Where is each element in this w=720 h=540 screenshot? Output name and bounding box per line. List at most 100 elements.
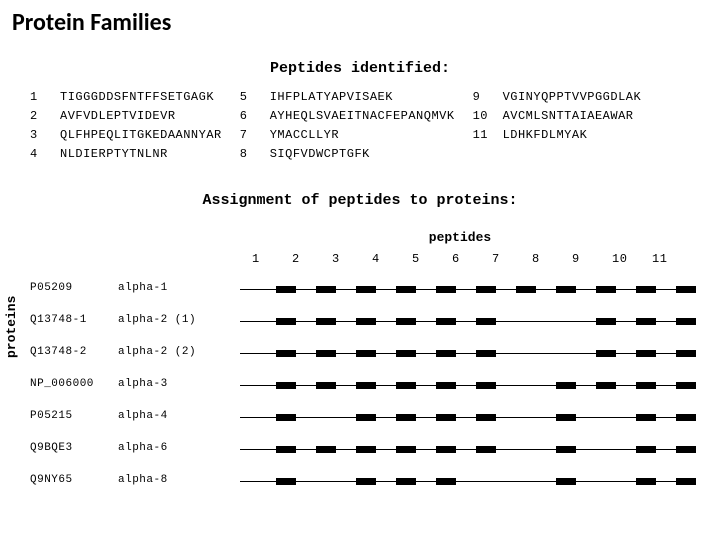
presence-marker — [676, 382, 696, 389]
peptide-sequence: TIGGGDDSFNTFFSETGAGK — [60, 88, 240, 107]
protein-line — [240, 353, 690, 354]
presence-marker — [356, 286, 376, 293]
presence-marker — [556, 286, 576, 293]
peptide-number: 11 — [473, 126, 503, 145]
presence-marker — [436, 478, 456, 485]
presence-marker — [276, 382, 296, 389]
protein-name: alpha-6 — [118, 442, 218, 454]
peptide-sequence: QLFHPEQLITGKEDAANNYAR — [60, 126, 240, 145]
presence-marker — [596, 286, 616, 293]
presence-marker — [436, 446, 456, 453]
column-number: 9 — [572, 252, 580, 266]
presence-marker — [636, 350, 656, 357]
presence-marker — [316, 318, 336, 325]
protein-row: P05209 alpha-1 — [30, 282, 700, 298]
peptide-number: 2 — [30, 107, 60, 126]
peptide-sequence: AVFVDLEPTVIDEVR — [60, 107, 240, 126]
presence-marker — [636, 286, 656, 293]
column-number: 6 — [452, 252, 460, 266]
presence-marker — [276, 350, 296, 357]
protein-name: alpha-2 (2) — [118, 346, 218, 358]
presence-marker — [676, 318, 696, 325]
presence-marker — [356, 318, 376, 325]
presence-marker — [476, 350, 496, 357]
presence-marker — [276, 286, 296, 293]
protein-name: alpha-4 — [118, 410, 218, 422]
peptide-number: 7 — [240, 126, 270, 145]
y-axis-label: proteins — [4, 296, 19, 358]
presence-marker — [676, 286, 696, 293]
peptide-sequence: YMACCLLYR — [270, 126, 473, 145]
protein-id: NP_006000 — [30, 378, 105, 390]
presence-marker — [556, 446, 576, 453]
protein-id: Q13748-1 — [30, 314, 105, 326]
peptide-number: 5 — [240, 88, 270, 107]
peptide-list-row: 2 AVFVDLEPTVIDEVR 6 AYHEQLSVAEITNACFEPAN… — [30, 107, 659, 126]
presence-marker — [356, 446, 376, 453]
protein-line — [240, 417, 690, 418]
presence-marker — [596, 382, 616, 389]
protein-row: Q9BQE3 alpha-6 — [30, 442, 700, 458]
presence-marker — [676, 446, 696, 453]
protein-id: P05215 — [30, 410, 105, 422]
protein-id: P05209 — [30, 282, 105, 294]
peptide-list-row: 1 TIGGGDDSFNTFFSETGAGK 5 IHFPLATYAPVISAE… — [30, 88, 659, 107]
presence-marker — [396, 350, 416, 357]
column-number: 8 — [532, 252, 540, 266]
presence-marker — [636, 478, 656, 485]
protein-name: alpha-8 — [118, 474, 218, 486]
presence-marker — [636, 414, 656, 421]
protein-name: alpha-3 — [118, 378, 218, 390]
presence-marker — [436, 382, 456, 389]
presence-marker — [636, 382, 656, 389]
peptide-list-row: 3 QLFHPEQLITGKEDAANNYAR 7 YMACCLLYR 11 L… — [30, 126, 659, 145]
peptide-number: 8 — [240, 145, 270, 164]
presence-marker — [596, 350, 616, 357]
presence-marker — [556, 414, 576, 421]
protein-name: alpha-2 (1) — [118, 314, 218, 326]
page-title: Protein Families — [12, 8, 171, 37]
protein-row: Q13748-2alpha-2 (2) — [30, 346, 700, 362]
peptide-sequence: NLDIERPTYTNLNR — [60, 145, 240, 164]
column-number: 10 — [612, 252, 627, 266]
presence-marker — [316, 350, 336, 357]
presence-marker — [316, 382, 336, 389]
presence-marker — [356, 382, 376, 389]
protein-line — [240, 321, 690, 322]
presence-marker — [596, 318, 616, 325]
presence-marker — [436, 414, 456, 421]
presence-marker — [396, 478, 416, 485]
column-number: 11 — [652, 252, 667, 266]
column-number: 2 — [292, 252, 300, 266]
presence-marker — [436, 286, 456, 293]
protein-row: NP_006000 alpha-3 — [30, 378, 700, 394]
protein-name: alpha-1 — [118, 282, 218, 294]
presence-marker — [396, 414, 416, 421]
presence-marker — [316, 446, 336, 453]
presence-marker — [476, 318, 496, 325]
peptide-number: 10 — [473, 107, 503, 126]
peptide-sequence: LDHKFDLMYAK — [503, 126, 660, 145]
presence-marker — [676, 478, 696, 485]
presence-marker — [556, 478, 576, 485]
peptide-sequence: VGINYQPPTVVPGGDLAK — [503, 88, 660, 107]
presence-marker — [396, 382, 416, 389]
presence-marker — [476, 382, 496, 389]
x-axis-label: peptides — [240, 230, 680, 245]
column-number: 3 — [332, 252, 340, 266]
protein-line — [240, 481, 690, 482]
presence-marker — [476, 446, 496, 453]
peptides-identified-heading: Peptides identified: — [0, 60, 720, 77]
protein-id: Q9NY65 — [30, 474, 105, 486]
presence-marker — [436, 318, 456, 325]
presence-marker — [556, 382, 576, 389]
presence-marker — [396, 286, 416, 293]
presence-marker — [436, 350, 456, 357]
protein-id: Q9BQE3 — [30, 442, 105, 454]
peptide-number: 6 — [240, 107, 270, 126]
presence-marker — [276, 318, 296, 325]
presence-marker — [476, 414, 496, 421]
presence-marker — [356, 414, 376, 421]
protein-line — [240, 289, 690, 290]
peptide-number: 1 — [30, 88, 60, 107]
